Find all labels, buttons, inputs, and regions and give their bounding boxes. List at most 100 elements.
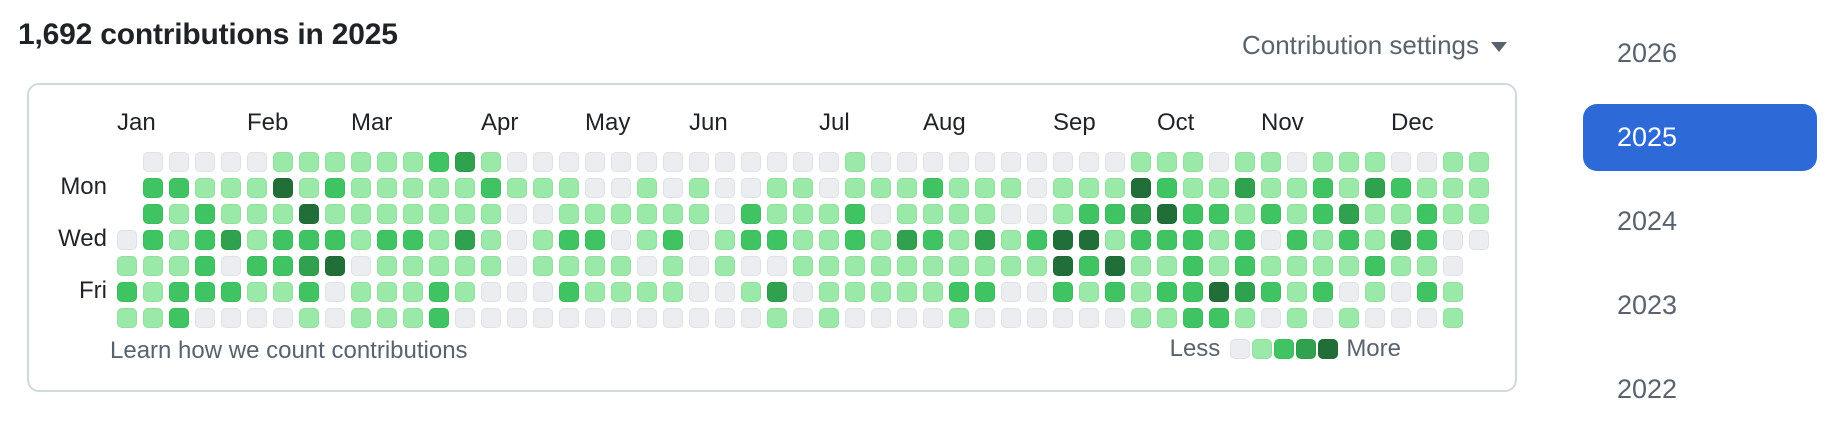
contribution-cell[interactable]: [299, 256, 319, 276]
contribution-cell[interactable]: [767, 256, 787, 276]
contribution-cell[interactable]: [1365, 230, 1385, 250]
contribution-cell[interactable]: [1209, 178, 1229, 198]
contribution-cell[interactable]: [1209, 204, 1229, 224]
contribution-cell[interactable]: [897, 308, 917, 328]
contribution-cell[interactable]: [559, 178, 579, 198]
contribution-cell[interactable]: [247, 230, 267, 250]
contribution-cell[interactable]: [1079, 204, 1099, 224]
contribution-cell[interactable]: [559, 308, 579, 328]
contribution-cell[interactable]: [975, 308, 995, 328]
contribution-cell[interactable]: [1157, 282, 1177, 302]
contribution-cell[interactable]: [299, 308, 319, 328]
contribution-cell[interactable]: [299, 178, 319, 198]
contribution-cell[interactable]: [169, 256, 189, 276]
contribution-cell[interactable]: [1105, 178, 1125, 198]
contribution-cell[interactable]: [637, 204, 657, 224]
contribution-cell[interactable]: [403, 178, 423, 198]
contribution-cell[interactable]: [663, 152, 683, 172]
contribution-cell[interactable]: [611, 282, 631, 302]
contribution-cell[interactable]: [143, 152, 163, 172]
contribution-cell[interactable]: [481, 282, 501, 302]
contribution-cell[interactable]: [871, 308, 891, 328]
contribution-cell[interactable]: [507, 152, 527, 172]
contribution-cell[interactable]: [507, 230, 527, 250]
contribution-cell[interactable]: [1391, 204, 1411, 224]
contribution-cell[interactable]: [1053, 256, 1073, 276]
contribution-cell[interactable]: [1339, 204, 1359, 224]
contribution-cell[interactable]: [1469, 230, 1489, 250]
contribution-cell[interactable]: [897, 178, 917, 198]
contribution-cell[interactable]: [1417, 178, 1437, 198]
contribution-cell[interactable]: [403, 152, 423, 172]
contribution-cell[interactable]: [1131, 204, 1151, 224]
contribution-cell[interactable]: [1105, 256, 1125, 276]
contribution-cell[interactable]: [351, 256, 371, 276]
contribution-cell[interactable]: [1443, 178, 1463, 198]
contribution-cell[interactable]: [845, 152, 865, 172]
contribution-cell[interactable]: [585, 256, 605, 276]
contribution-cell[interactable]: [533, 308, 553, 328]
contribution-cell[interactable]: [1261, 256, 1281, 276]
contribution-cell[interactable]: [221, 178, 241, 198]
contribution-cell[interactable]: [1053, 308, 1073, 328]
contribution-cell[interactable]: [1417, 308, 1437, 328]
contribution-cell[interactable]: [455, 204, 475, 224]
contribution-cell[interactable]: [871, 282, 891, 302]
contribution-cell[interactable]: [377, 230, 397, 250]
contribution-cell[interactable]: [1339, 230, 1359, 250]
contribution-cell[interactable]: [325, 152, 345, 172]
contribution-cell[interactable]: [169, 230, 189, 250]
contribution-cell[interactable]: [221, 256, 241, 276]
contribution-cell[interactable]: [1287, 282, 1307, 302]
contribution-cell[interactable]: [1079, 178, 1099, 198]
contribution-cell[interactable]: [819, 308, 839, 328]
contribution-cell[interactable]: [429, 178, 449, 198]
contribution-cell[interactable]: [585, 230, 605, 250]
contribution-cell[interactable]: [1261, 308, 1281, 328]
contribution-cell[interactable]: [195, 308, 215, 328]
contribution-cell[interactable]: [1027, 152, 1047, 172]
contribution-cell[interactable]: [273, 256, 293, 276]
contribution-cell[interactable]: [715, 178, 735, 198]
contribution-cell[interactable]: [1027, 256, 1047, 276]
contribution-cell[interactable]: [455, 256, 475, 276]
contribution-cell[interactable]: [559, 152, 579, 172]
contribution-cell[interactable]: [1313, 256, 1333, 276]
contribution-cell[interactable]: [1157, 152, 1177, 172]
contribution-cell[interactable]: [221, 282, 241, 302]
contribution-cell[interactable]: [975, 204, 995, 224]
contribution-cell[interactable]: [1391, 256, 1411, 276]
contribution-cell[interactable]: [195, 152, 215, 172]
contribution-cell[interactable]: [611, 178, 631, 198]
contribution-cell[interactable]: [455, 308, 475, 328]
contribution-cell[interactable]: [819, 152, 839, 172]
contribution-cell[interactable]: [351, 308, 371, 328]
contribution-cell[interactable]: [117, 230, 137, 250]
contribution-cell[interactable]: [1157, 256, 1177, 276]
contribution-cell[interactable]: [429, 230, 449, 250]
contribution-cell[interactable]: [429, 152, 449, 172]
contribution-cell[interactable]: [1339, 256, 1359, 276]
contribution-cell[interactable]: [403, 230, 423, 250]
contribution-cell[interactable]: [377, 152, 397, 172]
contribution-cell[interactable]: [117, 308, 137, 328]
contribution-cell[interactable]: [1053, 178, 1073, 198]
contribution-cell[interactable]: [741, 282, 761, 302]
contribution-cell[interactable]: [117, 282, 137, 302]
contribution-cell[interactable]: [1365, 178, 1385, 198]
contribution-cell[interactable]: [1261, 204, 1281, 224]
contribution-cell[interactable]: [845, 178, 865, 198]
contribution-cell[interactable]: [1183, 282, 1203, 302]
contribution-cell[interactable]: [429, 282, 449, 302]
contribution-cell[interactable]: [1079, 282, 1099, 302]
contribution-cell[interactable]: [1105, 282, 1125, 302]
contribution-cell[interactable]: [1183, 152, 1203, 172]
contribution-cell[interactable]: [1157, 308, 1177, 328]
contribution-cell[interactable]: [871, 178, 891, 198]
contribution-cell[interactable]: [1131, 178, 1151, 198]
contribution-cell[interactable]: [195, 204, 215, 224]
contribution-cell[interactable]: [1235, 282, 1255, 302]
contribution-cell[interactable]: [767, 204, 787, 224]
contribution-cell[interactable]: [1157, 230, 1177, 250]
contribution-cell[interactable]: [169, 178, 189, 198]
